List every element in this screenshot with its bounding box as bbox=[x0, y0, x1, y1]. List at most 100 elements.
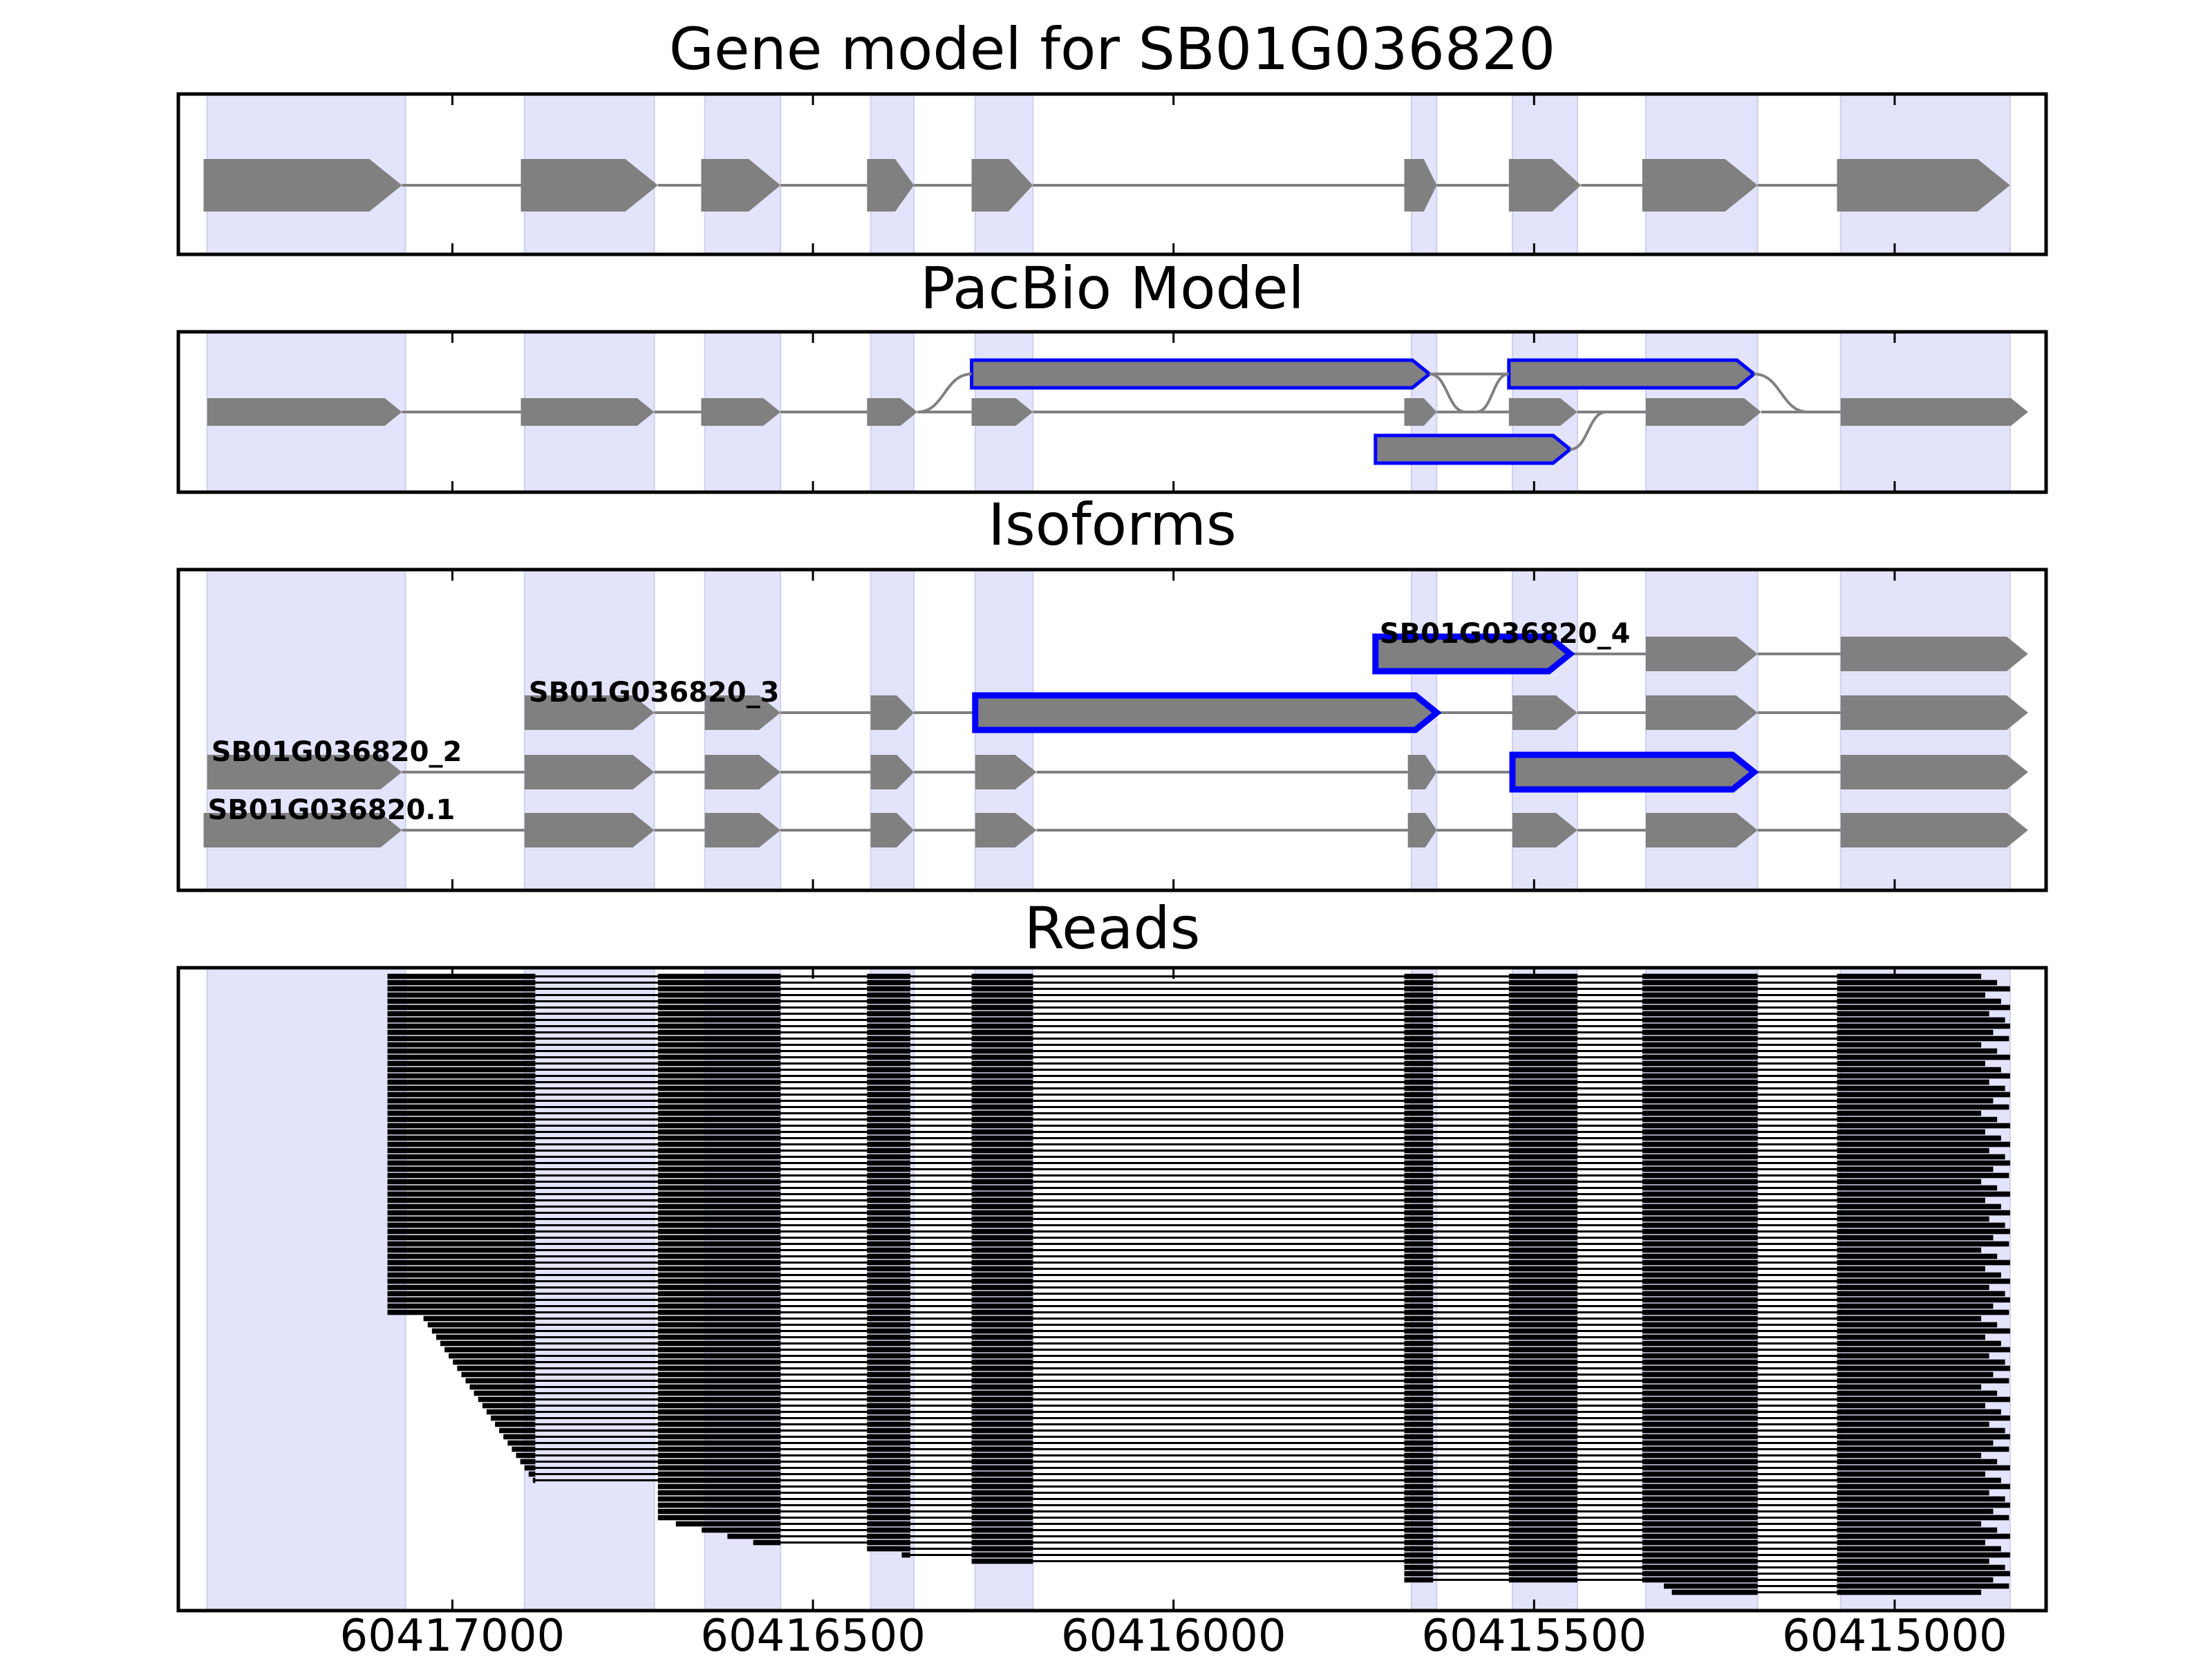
read-block bbox=[449, 1353, 536, 1359]
read-block bbox=[657, 1427, 781, 1434]
read-block bbox=[867, 1247, 910, 1253]
read-block bbox=[1404, 980, 1434, 986]
read-block bbox=[387, 1191, 536, 1197]
read-block bbox=[1404, 1284, 1434, 1291]
exon bbox=[1404, 159, 1437, 212]
read-block bbox=[436, 1334, 536, 1340]
read-block bbox=[867, 1340, 910, 1347]
read-block bbox=[971, 1315, 1033, 1322]
read-block bbox=[657, 1042, 781, 1048]
x-tick-label: 60417000 bbox=[340, 1611, 565, 1659]
read-block bbox=[1642, 1527, 1758, 1533]
read-block bbox=[387, 1129, 536, 1135]
exon bbox=[207, 755, 402, 789]
read-block bbox=[387, 1166, 536, 1172]
read-block bbox=[1404, 1452, 1434, 1459]
read-block bbox=[1837, 1091, 2010, 1098]
read-block bbox=[1642, 1179, 1758, 1185]
exon bbox=[1646, 813, 1758, 847]
read-block bbox=[657, 1434, 781, 1440]
read-block bbox=[971, 1210, 1033, 1216]
read-block bbox=[1404, 1135, 1434, 1141]
read-block bbox=[387, 1203, 536, 1210]
read-block bbox=[657, 1297, 781, 1303]
read-block bbox=[1508, 1515, 1577, 1521]
read-block bbox=[387, 1017, 536, 1023]
read-block bbox=[387, 1004, 536, 1011]
read-block bbox=[1508, 1116, 1577, 1123]
read-block bbox=[657, 1197, 781, 1203]
read-block bbox=[1508, 992, 1577, 998]
read-block bbox=[1404, 1502, 1434, 1508]
read-block bbox=[1508, 1123, 1577, 1129]
read-block bbox=[1837, 1235, 1994, 1241]
exon bbox=[1646, 398, 1761, 426]
read-block bbox=[1642, 1272, 1758, 1278]
read-block bbox=[1642, 1502, 1758, 1508]
panel-plot-area bbox=[206, 968, 2011, 1611]
read-block bbox=[971, 1347, 1033, 1353]
exon bbox=[524, 695, 655, 730]
read-block bbox=[1642, 1253, 1758, 1259]
read-block bbox=[1837, 1427, 2005, 1434]
read-block bbox=[1837, 1054, 2010, 1060]
read-block bbox=[971, 1334, 1033, 1340]
read-block bbox=[1404, 1091, 1434, 1098]
read-block bbox=[1671, 1589, 1758, 1595]
panel-title: Reads bbox=[1024, 894, 1201, 962]
read-block bbox=[1508, 1266, 1577, 1272]
exon bbox=[521, 398, 655, 426]
read-block bbox=[1508, 1035, 1577, 1042]
read-block bbox=[1642, 1577, 1758, 1583]
read-block bbox=[1508, 1577, 1577, 1583]
exon bbox=[521, 159, 658, 212]
read-block bbox=[1508, 1147, 1577, 1154]
read-block bbox=[461, 1371, 536, 1378]
read-block bbox=[1508, 1434, 1577, 1440]
read-block bbox=[1404, 1011, 1434, 1017]
read-block bbox=[971, 1403, 1033, 1409]
read-block bbox=[971, 1253, 1033, 1259]
read-block bbox=[1508, 1191, 1577, 1197]
read-block bbox=[520, 1459, 536, 1465]
read-block bbox=[1642, 1235, 1758, 1241]
read-block bbox=[1642, 1347, 1758, 1353]
read-block bbox=[1642, 1060, 1758, 1067]
read-block bbox=[1404, 973, 1434, 980]
read-block bbox=[1404, 1129, 1434, 1135]
read-block bbox=[1837, 1359, 2005, 1365]
read-block bbox=[1404, 1577, 1434, 1583]
read-block bbox=[1508, 1421, 1577, 1427]
read-block bbox=[657, 1347, 781, 1353]
read-block bbox=[1837, 1347, 2010, 1353]
read-block bbox=[1642, 1011, 1758, 1017]
read-block bbox=[1404, 1073, 1434, 1079]
read-block bbox=[1508, 1228, 1577, 1235]
read-block bbox=[1642, 1440, 1758, 1446]
read-block bbox=[971, 992, 1033, 998]
read-block bbox=[1837, 1085, 2005, 1091]
read-block bbox=[1837, 1067, 2001, 1073]
exon bbox=[870, 695, 915, 730]
read-block bbox=[1837, 1135, 2001, 1141]
read-block bbox=[971, 1272, 1033, 1278]
read-block bbox=[1837, 1185, 1998, 1191]
read-block bbox=[1837, 1179, 1982, 1185]
read-block bbox=[1404, 1365, 1434, 1371]
read-block bbox=[971, 1079, 1033, 1085]
read-block bbox=[1508, 1272, 1577, 1278]
read-block bbox=[1837, 1403, 1985, 1409]
read-block bbox=[1642, 1017, 1758, 1023]
read-block bbox=[1837, 1477, 2001, 1483]
read-block bbox=[657, 1191, 781, 1197]
read-block bbox=[1642, 1023, 1758, 1029]
read-block bbox=[1642, 1334, 1758, 1340]
read-block bbox=[867, 1179, 910, 1185]
read-block bbox=[1508, 1278, 1577, 1284]
read-block bbox=[1404, 1415, 1434, 1421]
read-block bbox=[1837, 1502, 2010, 1508]
read-block bbox=[657, 1166, 781, 1172]
read-block bbox=[657, 1465, 781, 1471]
read-block bbox=[971, 1048, 1033, 1054]
read-block bbox=[971, 1297, 1033, 1303]
